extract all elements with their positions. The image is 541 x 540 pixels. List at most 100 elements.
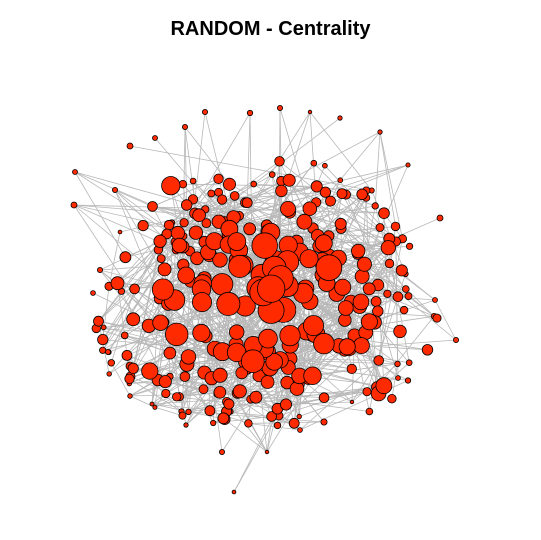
network-node <box>319 186 331 198</box>
network-node <box>72 169 78 175</box>
network-node <box>289 381 305 396</box>
network-node <box>264 449 270 455</box>
network-node <box>310 159 318 167</box>
network-node <box>354 268 370 284</box>
network-node <box>352 293 370 311</box>
network-node <box>268 171 276 178</box>
network-node <box>97 266 104 273</box>
network-node <box>106 371 112 377</box>
network-node <box>349 399 355 405</box>
network-node <box>147 201 158 212</box>
network-edge <box>152 178 219 207</box>
network-edge <box>114 189 268 453</box>
network-node <box>404 292 413 301</box>
network-node <box>163 346 177 360</box>
network-node <box>370 296 382 307</box>
network-node <box>152 135 158 141</box>
network-node <box>93 315 104 327</box>
network-node <box>201 218 212 229</box>
network-node <box>163 219 175 231</box>
network-node <box>119 251 132 264</box>
network-node <box>274 156 285 167</box>
network-node <box>97 333 109 346</box>
network-node <box>210 419 217 427</box>
network-node <box>229 191 240 201</box>
network-edge <box>364 205 376 265</box>
network-node <box>161 176 181 196</box>
network-node <box>90 290 96 296</box>
network-node <box>164 322 189 347</box>
network-edge <box>248 421 325 424</box>
network-node <box>223 398 235 410</box>
network-node <box>228 324 245 340</box>
network-node <box>384 258 395 269</box>
network-edge <box>325 164 409 193</box>
network-node <box>395 375 401 381</box>
network-node <box>395 264 408 277</box>
network-edge <box>279 309 405 361</box>
network-node <box>158 375 172 389</box>
network-node <box>185 408 192 416</box>
network-node <box>120 331 129 340</box>
network-node <box>279 398 292 411</box>
network-edge <box>181 281 191 412</box>
network-node <box>266 411 277 422</box>
node-layer <box>70 105 459 495</box>
network-edge <box>253 183 367 191</box>
network-node <box>387 394 397 404</box>
network-node <box>405 359 413 367</box>
network-node <box>325 195 336 207</box>
network-node <box>178 411 187 420</box>
network-node <box>378 207 390 220</box>
network-node <box>228 254 252 278</box>
network-edge <box>129 378 182 412</box>
network-edge <box>184 126 230 185</box>
network-node <box>322 162 328 169</box>
network-node <box>141 362 159 380</box>
network-node <box>217 194 228 205</box>
network-edge <box>129 348 215 384</box>
network-node <box>393 324 407 339</box>
network-node <box>337 300 354 316</box>
network-node <box>310 180 323 193</box>
network-node <box>210 273 234 296</box>
network-edge <box>110 362 131 397</box>
network-node <box>179 371 191 382</box>
network-node <box>351 243 366 259</box>
network-node <box>241 197 253 209</box>
network-edge <box>154 406 183 416</box>
network-node <box>320 418 328 426</box>
network-node <box>235 366 249 380</box>
network-node <box>302 315 324 337</box>
network-node <box>156 254 166 264</box>
network-node <box>334 278 352 296</box>
network-node <box>251 232 278 259</box>
network-node <box>296 413 302 420</box>
network-node <box>129 283 140 295</box>
network-node <box>296 213 313 230</box>
network-node <box>227 232 247 252</box>
network-edge <box>395 241 399 379</box>
network-node <box>299 249 319 269</box>
network-node <box>276 105 283 112</box>
network-node <box>314 234 333 253</box>
network-edge <box>434 299 457 341</box>
network-node <box>383 289 392 298</box>
network-edge <box>74 171 126 258</box>
network-node <box>315 254 343 282</box>
network-edge <box>345 164 409 309</box>
network-node <box>192 323 211 342</box>
network-node <box>126 312 141 327</box>
network-node <box>204 405 216 417</box>
network-node <box>394 360 401 368</box>
network-node <box>232 384 247 399</box>
network-node <box>282 173 296 187</box>
network-node <box>192 208 206 223</box>
network-node <box>356 188 368 201</box>
network-node <box>375 377 393 395</box>
network-node <box>157 262 172 277</box>
network-node <box>183 422 189 428</box>
network-node <box>346 363 357 374</box>
network-node <box>360 313 378 331</box>
network-node <box>336 188 348 200</box>
